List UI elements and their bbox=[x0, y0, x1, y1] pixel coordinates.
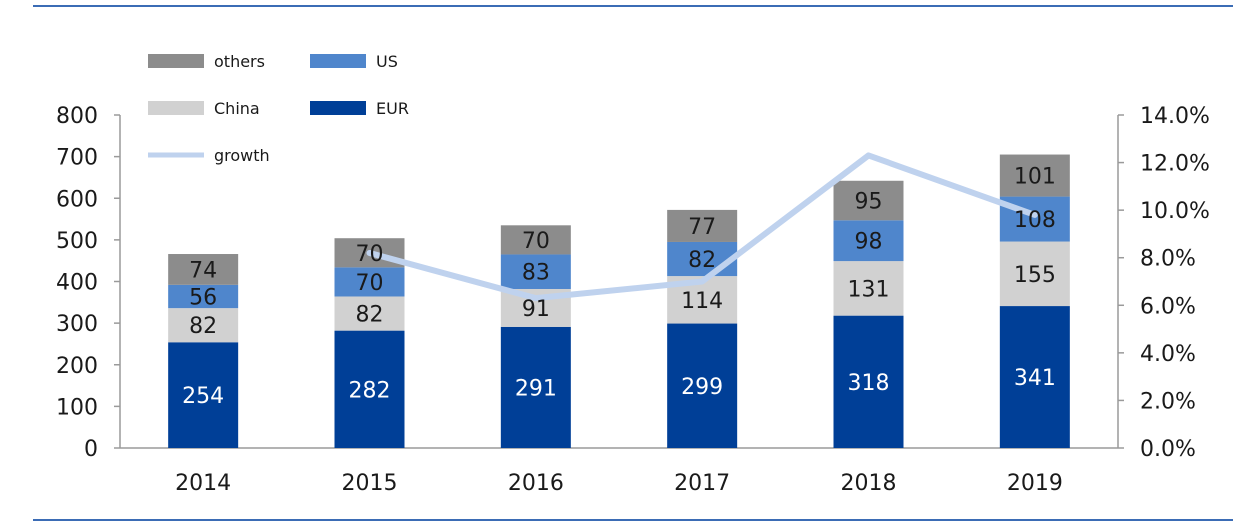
data-label-others-2017: 77 bbox=[688, 215, 716, 240]
legend-label-us: US bbox=[376, 52, 398, 71]
x-axis-tick-label: 2017 bbox=[674, 471, 730, 496]
left-axis-tick-label: 100 bbox=[56, 395, 98, 420]
right-axis-tick-label: 6.0% bbox=[1140, 294, 1196, 319]
data-label-us-2015: 70 bbox=[356, 271, 384, 296]
data-label-us-2019: 108 bbox=[1014, 208, 1056, 233]
data-label-others-2015: 70 bbox=[356, 242, 384, 267]
bar-us-2014 bbox=[168, 284, 239, 309]
x-axis-tick-label: 2016 bbox=[508, 471, 564, 496]
data-label-china-2014: 82 bbox=[189, 314, 217, 339]
data-label-china-2015: 82 bbox=[356, 303, 384, 328]
data-label-china-2018: 131 bbox=[848, 277, 890, 302]
bar-others-2019 bbox=[999, 154, 1070, 197]
legend-swatch-us bbox=[310, 54, 366, 68]
bar-us-2015 bbox=[334, 267, 405, 297]
bar-others-2017 bbox=[667, 209, 738, 242]
data-label-us-2014: 56 bbox=[189, 285, 217, 310]
left-axis-tick-label: 300 bbox=[56, 312, 98, 337]
legend-label-eur: EUR bbox=[376, 99, 409, 118]
data-label-eur-2015: 282 bbox=[349, 378, 391, 403]
data-label-china-2017: 114 bbox=[681, 289, 723, 314]
data-label-eur-2018: 318 bbox=[848, 371, 890, 396]
left-axis-tick-label: 400 bbox=[56, 271, 98, 296]
left-axis-tick-label: 700 bbox=[56, 146, 98, 171]
x-axis-tick-label: 2015 bbox=[342, 471, 398, 496]
data-label-china-2019: 155 bbox=[1014, 263, 1056, 288]
left-axis-tick-label: 0 bbox=[84, 437, 98, 462]
legend-label-others: others bbox=[214, 52, 265, 71]
legend-swatch-others bbox=[148, 54, 204, 68]
top-rule bbox=[33, 5, 1233, 7]
right-axis-tick-label: 12.0% bbox=[1140, 152, 1210, 177]
bottom-rule bbox=[33, 519, 1233, 521]
right-axis-tick-label: 14.0% bbox=[1140, 104, 1210, 129]
data-label-eur-2014: 254 bbox=[182, 384, 224, 409]
bar-others-2014 bbox=[168, 254, 239, 285]
data-label-eur-2017: 299 bbox=[681, 375, 723, 400]
x-axis-tick-label: 2014 bbox=[175, 471, 231, 496]
data-label-eur-2016: 291 bbox=[515, 376, 557, 401]
right-axis-tick-label: 2.0% bbox=[1140, 389, 1196, 414]
data-label-us-2018: 98 bbox=[855, 230, 883, 255]
legend-label-china: China bbox=[214, 99, 260, 118]
data-label-others-2018: 95 bbox=[855, 190, 883, 215]
bar-china-2019 bbox=[999, 241, 1070, 307]
left-axis-tick-label: 500 bbox=[56, 229, 98, 254]
bar-us-2017 bbox=[667, 241, 738, 277]
legend-label-growth: growth bbox=[214, 146, 270, 165]
bar-china-2018 bbox=[833, 261, 904, 316]
data-label-others-2016: 70 bbox=[522, 229, 550, 254]
bar-eur-2015 bbox=[334, 330, 405, 448]
bar-eur-2017 bbox=[667, 323, 738, 448]
bar-us-2016 bbox=[500, 254, 571, 289]
bar-eur-2014 bbox=[168, 342, 239, 448]
left-axis-tick-label: 800 bbox=[56, 104, 98, 129]
growth-line bbox=[366, 152, 1038, 302]
data-label-us-2016: 83 bbox=[522, 261, 550, 286]
x-axis-tick-label: 2018 bbox=[841, 471, 897, 496]
bar-eur-2016 bbox=[500, 326, 571, 448]
bar-eur-2019 bbox=[999, 306, 1070, 448]
data-label-us-2017: 82 bbox=[688, 248, 716, 273]
data-label-china-2016: 91 bbox=[522, 297, 550, 322]
bar-others-2018 bbox=[833, 180, 904, 221]
legend-swatch-china bbox=[148, 101, 204, 115]
data-label-eur-2019: 341 bbox=[1014, 366, 1056, 391]
right-axis-tick-label: 8.0% bbox=[1140, 247, 1196, 272]
bar-others-2016 bbox=[500, 225, 571, 255]
x-axis-tick-label: 2019 bbox=[1007, 471, 1063, 496]
right-axis-tick-label: 10.0% bbox=[1140, 199, 1210, 224]
data-label-others-2019: 101 bbox=[1014, 165, 1056, 190]
bar-china-2015 bbox=[334, 296, 405, 331]
left-axis-tick-label: 200 bbox=[56, 354, 98, 379]
left-axis-tick-label: 600 bbox=[56, 187, 98, 212]
data-label-others-2014: 74 bbox=[189, 258, 217, 283]
bar-eur-2018 bbox=[833, 315, 904, 448]
bar-us-2018 bbox=[833, 220, 904, 262]
right-axis-tick-label: 4.0% bbox=[1140, 342, 1196, 367]
right-axis-tick-label: 0.0% bbox=[1140, 437, 1196, 462]
bar-china-2014 bbox=[168, 308, 239, 343]
legend-swatch-eur bbox=[310, 101, 366, 115]
